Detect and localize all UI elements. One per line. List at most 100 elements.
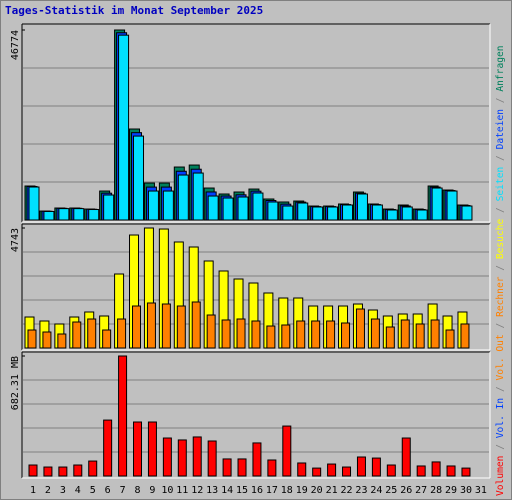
bar <box>58 208 70 221</box>
bar <box>311 320 321 349</box>
bar <box>401 437 411 477</box>
bar <box>87 318 97 349</box>
bar <box>58 466 68 477</box>
bar <box>147 421 157 477</box>
bar <box>132 305 142 349</box>
bar <box>252 442 262 477</box>
y-tick-label: 46774 <box>10 30 21 60</box>
bar <box>461 467 471 477</box>
bar <box>176 305 186 349</box>
bar <box>431 461 441 477</box>
bar <box>251 320 261 349</box>
bar <box>146 302 156 349</box>
bar <box>297 462 307 477</box>
x-tick-label: 25 <box>385 485 397 496</box>
legend-entry: Volumen <box>495 456 506 496</box>
bar <box>42 331 52 349</box>
x-tick-label: 2 <box>45 485 51 496</box>
bar <box>297 202 309 221</box>
bar <box>192 436 202 477</box>
bar <box>370 318 380 349</box>
chart-title: Tages-Statistik im Monat September 2025 <box>5 4 263 17</box>
legend-separator: / <box>495 201 506 218</box>
legend-entry: Dateien <box>495 109 506 149</box>
bar <box>237 196 249 221</box>
bar <box>192 172 204 221</box>
bar <box>430 319 440 349</box>
bar <box>371 457 381 477</box>
x-tick-label: 10 <box>161 485 173 496</box>
legend-separator: / <box>495 380 506 397</box>
x-tick-label: 27 <box>415 485 427 496</box>
bar <box>252 192 264 221</box>
bar <box>267 459 277 477</box>
bar <box>73 464 83 477</box>
bar <box>207 195 219 221</box>
bar <box>400 319 410 349</box>
bar <box>267 201 279 221</box>
bar <box>296 320 306 349</box>
x-tick-label: 17 <box>266 485 278 496</box>
bar <box>27 329 37 349</box>
legend-separator: / <box>495 317 506 334</box>
bar <box>342 204 354 221</box>
bar <box>341 322 351 349</box>
x-tick-label: 26 <box>400 485 412 496</box>
bar <box>446 190 458 221</box>
x-tick-label: 5 <box>90 485 96 496</box>
legend-entry: Rechner <box>495 276 506 317</box>
legend-separator: / <box>495 259 506 276</box>
bar <box>88 460 98 477</box>
bar <box>386 464 396 477</box>
legend-entry: Seiten <box>495 167 506 202</box>
x-tick-label: 28 <box>430 485 442 496</box>
bar <box>28 464 38 477</box>
bar <box>371 204 383 221</box>
x-tick-label: 6 <box>105 485 111 496</box>
legend-separator: / <box>495 149 506 166</box>
bar <box>266 325 276 349</box>
x-tick-label: 13 <box>206 485 218 496</box>
bar <box>191 301 201 349</box>
bar <box>460 323 470 349</box>
bar <box>147 190 159 221</box>
bar <box>446 465 456 477</box>
bar <box>342 466 352 477</box>
bar <box>281 324 291 349</box>
bar <box>177 439 187 477</box>
bar <box>356 456 366 477</box>
bar <box>43 466 53 477</box>
bar <box>206 314 216 349</box>
bar <box>386 209 398 221</box>
bar <box>327 463 337 477</box>
bar <box>416 209 428 221</box>
bar <box>282 425 292 477</box>
legend-separator: / <box>495 92 506 109</box>
bar <box>162 190 174 221</box>
bar <box>133 421 143 477</box>
bar <box>461 205 473 221</box>
bar <box>118 34 130 221</box>
bar <box>88 209 100 221</box>
bar <box>43 210 55 221</box>
bar <box>282 205 294 221</box>
bar <box>133 135 145 221</box>
y-tick-label: 682.31 MB <box>10 356 21 410</box>
x-tick-label: 16 <box>251 485 263 496</box>
bar <box>326 320 336 349</box>
bar <box>72 321 82 349</box>
bar <box>221 319 231 349</box>
x-tick-label: 15 <box>236 485 248 496</box>
x-tick-label: 24 <box>370 485 382 496</box>
bar <box>312 467 322 477</box>
x-tick-label: 19 <box>296 485 308 496</box>
bar <box>162 437 172 477</box>
x-tick-label: 12 <box>191 485 203 496</box>
x-tick-label: 8 <box>134 485 140 496</box>
bar <box>117 318 127 349</box>
bar <box>28 186 40 221</box>
bar <box>445 329 455 349</box>
bar <box>355 308 365 349</box>
x-tick-label: 23 <box>355 485 367 496</box>
bar <box>327 206 339 221</box>
